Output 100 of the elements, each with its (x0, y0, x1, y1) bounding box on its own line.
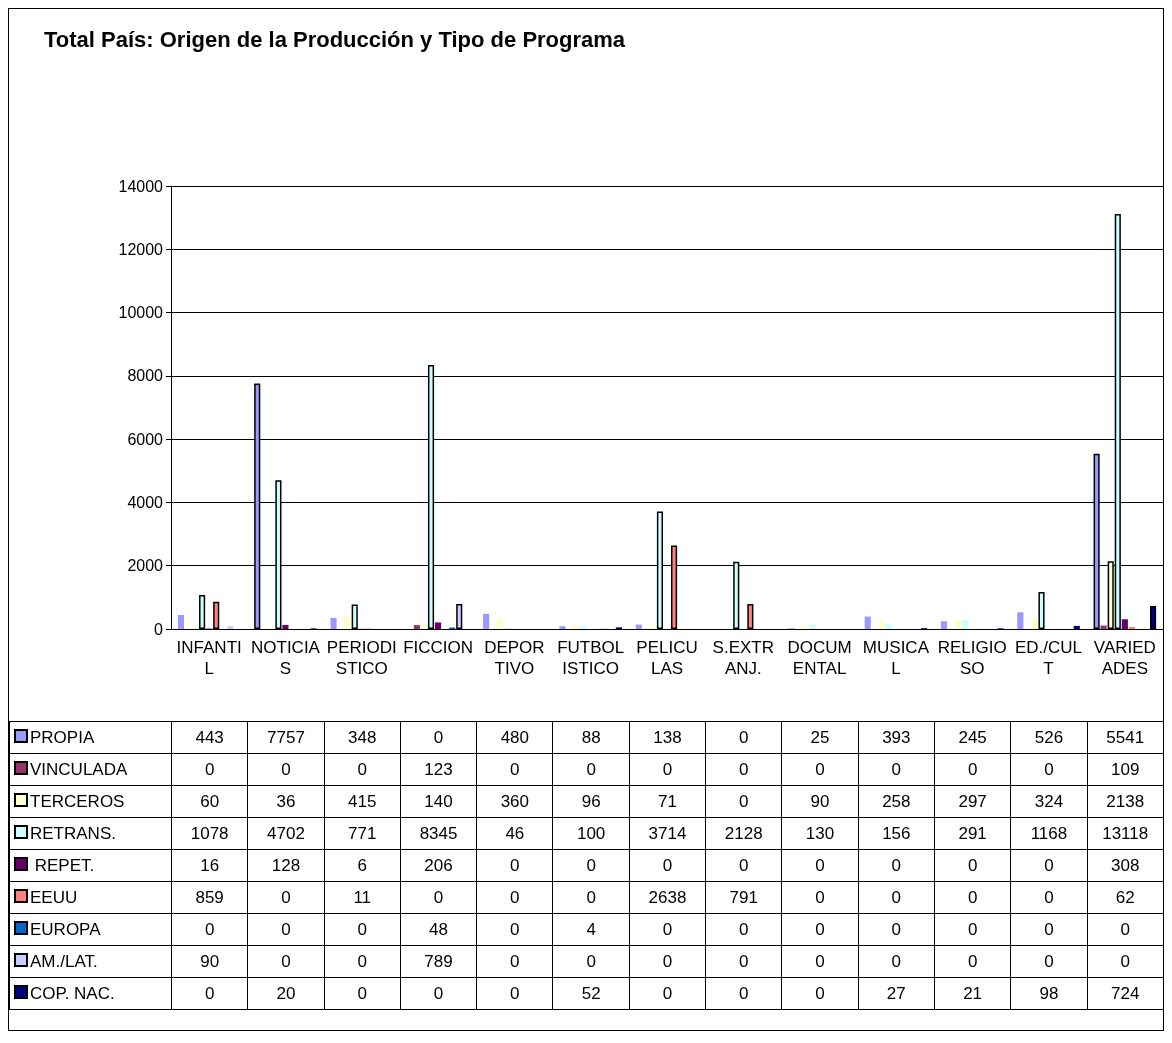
bar (802, 626, 809, 629)
x-tick-label: DOCUMENTAL (787, 638, 852, 678)
bar (1150, 606, 1157, 629)
data-label: 4 (552, 913, 630, 946)
data-label: 5541 (1087, 721, 1164, 754)
bar (1038, 592, 1045, 629)
legend-label: PROPIA (30, 727, 95, 747)
bar (344, 615, 351, 629)
data-label: 100 (552, 817, 630, 850)
data-label: 0 (629, 849, 706, 882)
data-label: 0 (1087, 913, 1164, 946)
x-tick-label: PELICULAS (636, 638, 698, 678)
data-label: 789 (400, 945, 477, 978)
bar (177, 614, 184, 629)
data-label: 90 (171, 945, 248, 978)
data-label: 0 (1010, 849, 1088, 882)
bar (559, 626, 566, 629)
data-label: 52 (552, 977, 630, 1010)
data-label: 0 (781, 881, 859, 914)
data-label: 348 (324, 721, 401, 754)
legend-label: VINCULADA (30, 759, 128, 779)
data-label: 2128 (705, 817, 782, 850)
data-label: 27 (858, 977, 935, 1010)
data-label: 324 (1010, 785, 1088, 818)
x-tick-label: FICCION (403, 638, 474, 657)
bar (213, 601, 220, 629)
data-label: 48 (400, 913, 477, 946)
data-label: 0 (858, 849, 935, 882)
data-label: 0 (705, 913, 782, 946)
data-label: 443 (171, 721, 248, 754)
bar (940, 621, 948, 629)
data-label: 96 (552, 785, 630, 818)
data-label: 0 (476, 881, 553, 914)
data-label: 1078 (171, 817, 248, 850)
data-label: 0 (705, 849, 782, 882)
data-label: 90 (781, 785, 859, 818)
data-label: 0 (705, 977, 782, 1010)
data-label: 0 (247, 913, 325, 946)
data-label: 0 (934, 945, 1011, 978)
data-label: 0 (247, 753, 325, 786)
legend-label: COP. NAC. (30, 983, 115, 1003)
data-label: 480 (476, 721, 553, 754)
bar (864, 616, 871, 629)
data-label: 1168 (1010, 817, 1088, 850)
data-label: 140 (400, 785, 477, 818)
data-label: 0 (705, 753, 782, 786)
data-label: 724 (1087, 977, 1164, 1010)
data-label: 206 (400, 849, 477, 882)
data-label: 0 (324, 945, 401, 978)
data-label: 0 (934, 753, 1011, 786)
data-label: 0 (934, 849, 1011, 882)
x-tick-label: ED./CULT (1015, 638, 1083, 678)
data-label: 60 (171, 785, 248, 818)
data-label: 0 (400, 977, 477, 1010)
data-label: 791 (705, 881, 782, 914)
data-label: 0 (1010, 945, 1088, 978)
data-label: 0 (705, 721, 782, 754)
legend-label: EUROPA (30, 919, 101, 939)
data-label: 16 (171, 849, 248, 882)
bar (747, 603, 754, 629)
data-label: 0 (247, 945, 325, 978)
bar (282, 624, 289, 629)
data-label: 0 (552, 881, 630, 914)
data-label: 0 (324, 753, 401, 786)
y-tick-label: 12000 (118, 240, 164, 258)
data-label: 245 (934, 721, 1011, 754)
data-label: 415 (324, 785, 401, 818)
data-label: 128 (247, 849, 325, 882)
data-label: 0 (1087, 945, 1164, 978)
data-label: 13118 (1087, 817, 1164, 850)
x-tick-label: FUTBOLISTICO (557, 638, 625, 678)
x-tick-label: NOTICIAS (250, 638, 321, 678)
bar (351, 604, 358, 629)
x-tick-label: DEPORTIVO (484, 638, 545, 678)
bar (483, 613, 490, 629)
bar (227, 626, 234, 629)
data-label: 393 (858, 721, 935, 754)
data-label: 859 (171, 881, 248, 914)
bar (580, 625, 587, 629)
data-label: 0 (171, 913, 248, 946)
data-label: 62 (1087, 881, 1164, 914)
data-label: 0 (400, 881, 477, 914)
y-tick-label: 4000 (127, 493, 164, 511)
data-label: 0 (934, 913, 1011, 946)
data-label: 88 (552, 721, 630, 754)
data-label: 46 (476, 817, 553, 850)
bar (962, 619, 969, 629)
bar (199, 594, 206, 629)
legend-label: EEUU (30, 887, 78, 907)
data-label: 156 (858, 817, 935, 850)
data-label: 11 (324, 881, 401, 914)
x-tick-label: MUSICAL (862, 638, 930, 678)
data-label: 2138 (1087, 785, 1164, 818)
legend-label: TERCEROS (30, 791, 125, 811)
data-label: 0 (629, 945, 706, 978)
legend-label: RETRANS. (30, 823, 116, 843)
data-label: 6 (324, 849, 401, 882)
data-label: 0 (552, 945, 630, 978)
data-label: 258 (858, 785, 935, 818)
data-label: 0 (781, 913, 859, 946)
